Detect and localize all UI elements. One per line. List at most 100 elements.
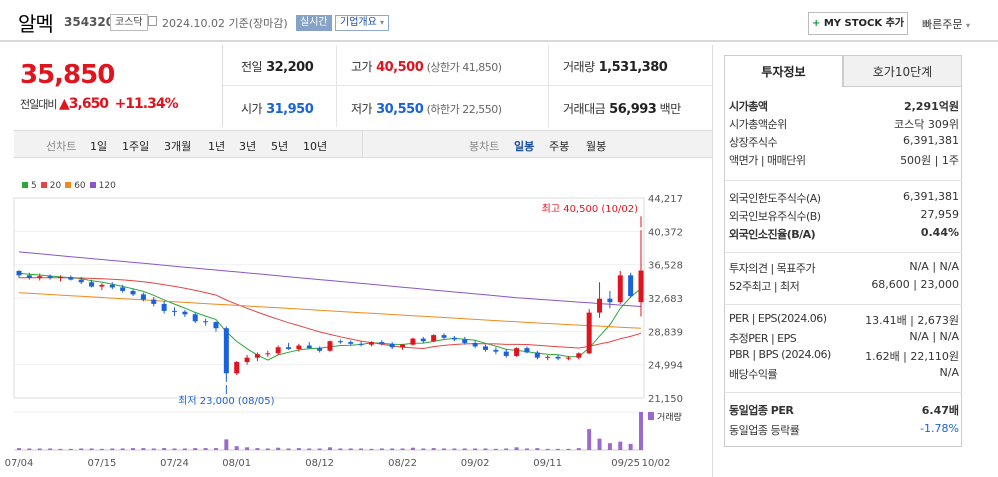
volume-bar [328,447,332,450]
volume-bar [576,448,581,450]
candle-body [565,357,571,359]
tab-5y[interactable]: 5년 [271,140,289,153]
volume-bar [245,447,250,450]
volume-bar [27,448,32,450]
volume-label: 거래량 [657,411,682,423]
tab-10y[interactable]: 10년 [303,140,328,153]
volume-bar [286,448,291,450]
candle-body [348,342,354,344]
candle-body [275,347,281,354]
candle-body [431,335,437,342]
candle-body [109,284,115,288]
candle-body [628,275,634,297]
tab-3y[interactable]: 3년 [239,140,257,153]
market-tag: 코스닥 [110,14,148,31]
ma-line-20 [19,277,642,350]
realtime-button[interactable]: 실시간 [296,15,332,31]
volume-bar [17,448,21,450]
candle-body [317,348,323,351]
volume-bar [421,448,426,450]
info-value: N/A | N/A [909,330,959,343]
stock-name: 알멕 [18,12,54,36]
info-row: 시가총액순위 코스닥 309위 [729,114,959,132]
volume-bar [296,448,301,450]
volume-bar [99,448,104,450]
mystock-add-button[interactable]: + MY STOCK 추가 [808,12,908,35]
volume-legend-swatch [648,412,654,420]
volume-bar [369,448,374,450]
y-tick-label: 44,217 [648,194,683,205]
info-label: 외국인보유주식수(B) [729,210,821,223]
company-overview-dropdown[interactable]: 기업개요 ▾ [335,15,390,31]
y-tick-label: 28,839 [648,327,683,338]
candle-body [151,299,157,304]
candle-body [617,275,623,303]
volume-bar [193,448,198,450]
volume-bar [462,448,467,450]
price-chart[interactable]: 44,217 40,372 36,528 32,683 28,839 24,994 21,1… [0,190,712,477]
info-label: 52주최고 | 최저 [729,280,800,293]
high-price: 고가 40,500 (상한가 41,850) [351,60,502,75]
tab-1y[interactable]: 1년 [208,140,226,153]
info-row: 외국인한도주식수(A) 6,391,381 [729,188,959,206]
candle-body [244,357,250,363]
info-value: 6,391,381 [903,190,959,203]
quick-order-link[interactable]: 빠른주문 ▾ [922,18,970,31]
chevron-down-icon: ▾ [965,21,970,30]
candle-body [576,353,582,358]
info-row: 배당수익률 N/A [729,364,959,382]
tab-invest-info[interactable]: 투자정보 [724,55,843,87]
volume-bar [556,448,561,450]
candle-body [410,338,416,345]
volume-bar [120,448,125,450]
candle-body [120,287,126,291]
info-label: 동일업종 등락률 [729,424,800,437]
price-change: 전일대비 ▲3,650 +11.34% [20,96,179,112]
info-value: 68,600 | 23,000 [871,278,959,291]
candle-body [420,338,426,342]
volume-bar [255,448,260,450]
tab-weekly[interactable]: 주봉 [549,140,570,153]
candle-body [597,298,603,313]
calendar-icon [148,16,157,26]
volume-bar [234,446,239,450]
x-tick-label: 08/12 [305,458,334,469]
info-row: 투자의견 | 목표주가 N/A | N/A [729,258,959,276]
candle-body [89,282,95,287]
volume-bar [317,448,322,450]
ma-swatch [22,182,28,188]
volume-bar [265,448,270,450]
candle-body [451,337,457,340]
info-row: 동일업종 PER 6.47배 [729,400,959,418]
ma-label-60: 60 [74,181,86,191]
volume-bar [359,448,364,450]
info-value: 6,391,381 [903,134,959,147]
info-label: 배당수익률 [729,368,778,381]
tab-1w[interactable]: 1주일 [122,140,150,153]
tab-orderbook[interactable]: 호가10단계 [843,55,962,87]
candle-body [483,346,488,350]
x-tick-label: 10/02 [642,458,671,469]
candle-body [223,328,229,374]
volume-bar [224,439,229,450]
candle-body [389,343,395,348]
volume-bar [514,447,519,450]
tab-1d[interactable]: 1일 [90,140,108,153]
y-tick-label: 24,994 [648,361,683,372]
volume: 거래량 1,531,380 [563,60,668,75]
volume-bar [151,448,156,450]
info-label: 시가총액순위 [729,118,787,131]
x-tick-label: 09/11 [533,458,562,469]
candle-body [234,362,240,374]
volume-bar [37,448,42,450]
candle-body [130,290,136,295]
tab-3m[interactable]: 3개월 [164,140,192,153]
volume-bar [68,448,73,450]
candle-body [140,294,146,300]
tab-monthly[interactable]: 월봉 [586,140,607,153]
volume-bar [58,448,63,450]
info-label: 외국인소진율(B/A) [729,228,816,241]
volume-bar [172,448,177,450]
tab-daily[interactable]: 일봉 [514,140,535,153]
volume-bar [400,448,405,450]
